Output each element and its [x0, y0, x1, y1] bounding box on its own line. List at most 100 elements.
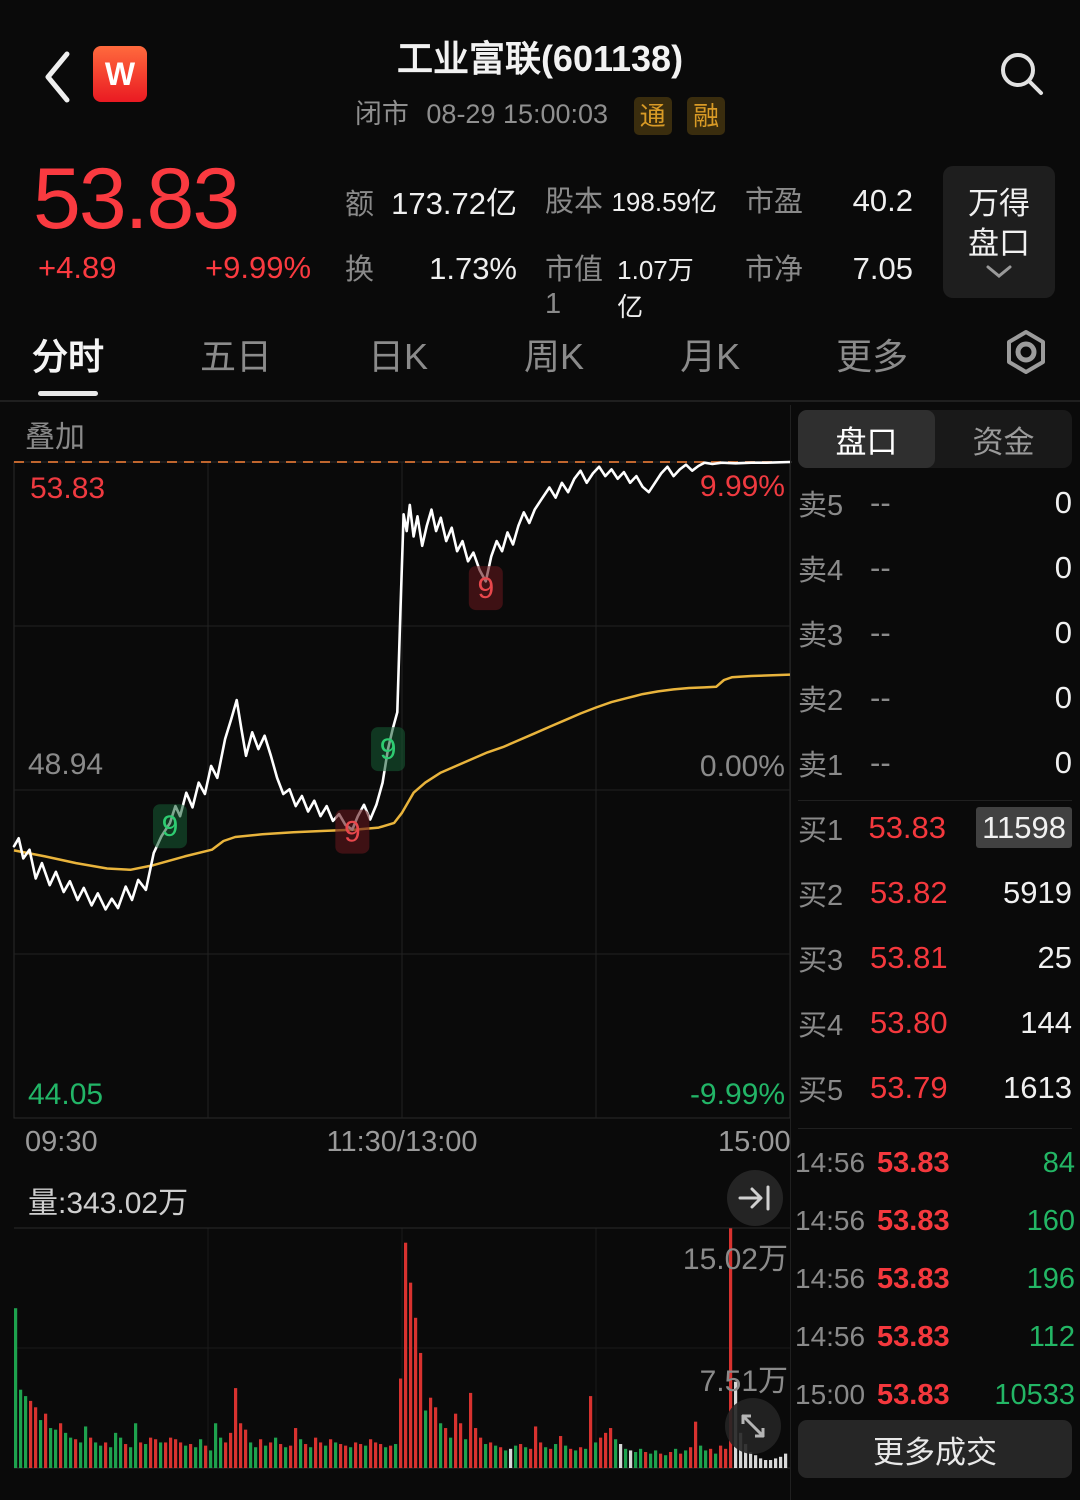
- volume-scale-top: 15.02万: [682, 1243, 788, 1276]
- pct-axis-top: 9.99%: [699, 470, 785, 503]
- stat-value: 40.2: [852, 183, 913, 218]
- badge-rong: 融: [687, 96, 726, 135]
- volume-header: 量:343.02万: [28, 1187, 189, 1220]
- pct-axis-mid: 0.00%: [699, 750, 785, 783]
- market-status: 闭市: [354, 99, 409, 129]
- wind-logo[interactable]: W: [93, 46, 147, 102]
- buy-level-label: 买4: [798, 1010, 844, 1042]
- buy-qty: 5919: [1003, 875, 1072, 910]
- trade-tick-row: 14:56 53.83 160: [795, 1192, 1075, 1250]
- chart-settings-icon[interactable]: [1002, 328, 1050, 381]
- sell-row-5[interactable]: 卖5 -- 0: [798, 471, 1072, 535]
- sell-row-2[interactable]: 卖2 -- 0: [798, 666, 1072, 730]
- stat-value: 1.73%: [429, 251, 517, 286]
- time-tick-noon: 11:30/13:00: [326, 1126, 478, 1158]
- trade-tick-row: 15:00 53.83 10533: [795, 1366, 1075, 1424]
- sell-row-4[interactable]: 卖4 -- 0: [798, 536, 1072, 600]
- sell-row-1[interactable]: 卖1 -- 0: [798, 731, 1072, 795]
- badge-tong: 通: [633, 96, 672, 135]
- trade-time: 14:56: [795, 1147, 866, 1178]
- price-axis-top: 53.83: [30, 472, 106, 505]
- buy-price: 53.82: [870, 875, 948, 910]
- tab-order-book[interactable]: 盘口: [798, 410, 935, 468]
- tab-monthly-k[interactable]: 月K: [680, 336, 741, 377]
- wind-button-line2: 盘口: [968, 226, 1030, 261]
- stat-pe: 市盈 40.2: [745, 178, 913, 220]
- time-tick-close: 15:00: [718, 1126, 791, 1158]
- sell-level-label: 卖4: [798, 555, 844, 587]
- market-status-line: 闭市 08-29 15:00:03 通 融: [0, 92, 1080, 135]
- buy-row-5[interactable]: 买5 53.79 1613: [798, 1056, 1072, 1120]
- trade-tick-row: 14:56 53.83 196: [795, 1250, 1075, 1308]
- stat-value: 7.05: [852, 251, 913, 286]
- expand-right-button[interactable]: [727, 1170, 783, 1226]
- tab-weekly-k[interactable]: 周K: [524, 336, 585, 377]
- buy-level-label: 买3: [798, 945, 844, 977]
- more-trades-button[interactable]: 更多成交: [798, 1420, 1072, 1478]
- wind-button-line1: 万得: [968, 186, 1030, 221]
- sell-level-label: 卖2: [798, 685, 844, 717]
- trade-price: 53.83: [877, 1262, 950, 1295]
- back-button[interactable]: [40, 46, 74, 113]
- buy-qty: 25: [1037, 940, 1072, 975]
- stat-turnover: 换 1.73%: [345, 246, 517, 288]
- stat-value: 1.07万亿: [617, 255, 694, 322]
- tab-5day[interactable]: 五日: [200, 336, 273, 377]
- sell-price: --: [870, 550, 891, 585]
- trade-price: 53.83: [877, 1146, 950, 1179]
- fullscreen-button[interactable]: [725, 1398, 781, 1454]
- buy-level-label: 买2: [798, 880, 844, 912]
- arrow-to-bar-icon: [738, 1185, 770, 1211]
- buy-row-4[interactable]: 买4 53.80 144: [798, 991, 1072, 1055]
- sell-level-label: 卖1: [798, 750, 844, 782]
- chart-tab-bar: 分时 五日 日K 周K 月K 更多: [0, 308, 1080, 402]
- stat-amount: 额 173.72亿: [345, 178, 517, 221]
- buy-price: 53.80: [870, 1005, 948, 1040]
- trade-qty: 112: [1028, 1320, 1075, 1353]
- sell-level-label: 卖3: [798, 620, 844, 652]
- stat-label: 股本: [545, 186, 604, 218]
- stat-value: 173.72亿: [391, 186, 517, 221]
- buy-row-3[interactable]: 买3 53.81 25: [798, 926, 1072, 990]
- svg-text:9: 9: [380, 733, 397, 766]
- price-change: +4.89: [38, 250, 117, 285]
- stat-label: 市值1: [545, 254, 604, 320]
- stat-value: 198.59亿: [611, 187, 717, 217]
- stat-label: 市净: [745, 254, 804, 286]
- quote-datetime: 08-29 15:00:03: [426, 99, 609, 129]
- tab-daily-k[interactable]: 日K: [368, 336, 429, 377]
- trade-price: 53.83: [877, 1378, 950, 1411]
- time-tick-open: 09:30: [25, 1126, 98, 1158]
- pct-axis-bottom: -9.99%: [689, 1078, 785, 1111]
- stat-label: 换: [345, 254, 375, 286]
- sell-price: --: [870, 745, 891, 780]
- sell-qty: 0: [1054, 550, 1072, 585]
- buy-row-1[interactable]: 买1 53.83 11598: [798, 796, 1072, 860]
- tab-more[interactable]: 更多: [836, 336, 909, 377]
- price-change-pct: +9.99%: [205, 250, 312, 285]
- sell-price: --: [870, 485, 891, 520]
- trade-qty: 10533: [994, 1378, 1075, 1411]
- sell-qty: 0: [1054, 680, 1072, 715]
- trade-price: 53.83: [877, 1320, 950, 1353]
- tab-intraday[interactable]: 分时: [30, 310, 106, 398]
- buy-row-2[interactable]: 买2 53.82 5919: [798, 861, 1072, 925]
- search-icon[interactable]: [996, 48, 1048, 105]
- svg-text:9: 9: [344, 816, 361, 849]
- trade-time: 15:00: [795, 1379, 866, 1410]
- stat-label: 市盈: [745, 186, 804, 218]
- wind-logo-letter: W: [104, 55, 136, 92]
- tab-money-flow[interactable]: 资金: [972, 424, 1035, 460]
- buy-price: 53.83: [868, 810, 947, 845]
- chevron-down-icon: [986, 265, 1012, 278]
- wind-order-book-button[interactable]: 万得 盘口: [943, 166, 1055, 298]
- price-axis-mid: 48.94: [28, 748, 104, 781]
- buy-level-label: 买1: [798, 815, 844, 847]
- svg-text:9: 9: [162, 810, 179, 843]
- stat-shares: 股本 198.59亿: [545, 178, 717, 220]
- overlay-toggle[interactable]: 叠加: [25, 421, 85, 454]
- stat-label: 额: [345, 189, 375, 221]
- sell-row-3[interactable]: 卖3 -- 0: [798, 601, 1072, 665]
- orderbook-divider: [798, 800, 1072, 801]
